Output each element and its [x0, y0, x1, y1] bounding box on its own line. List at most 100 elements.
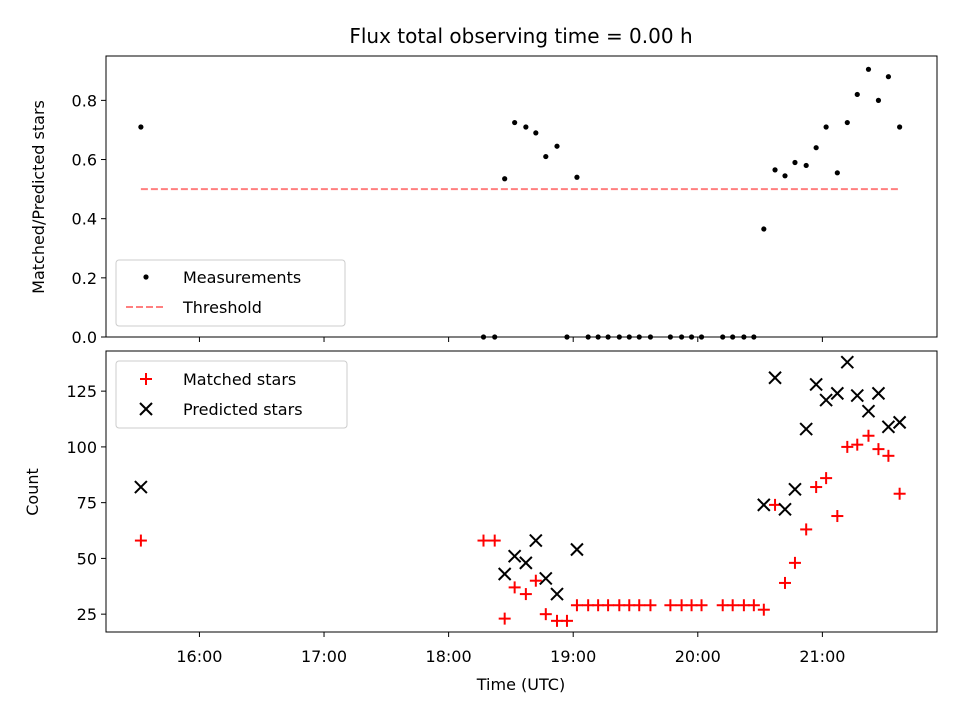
matched-stars-point: [862, 429, 875, 442]
matched-stars-point: [644, 599, 657, 612]
predicted-stars-point: [892, 415, 907, 430]
measurement-point: [543, 153, 549, 160]
top-series-layer: [138, 66, 903, 340]
predicted-stars-point: [134, 480, 148, 494]
predicted-stars-point: [539, 571, 553, 586]
predicted-stars-point: [840, 355, 855, 369]
matched-stars-point: [529, 574, 542, 587]
measurement-point: [574, 174, 580, 180]
top-y-tick-label: 0.6: [72, 151, 97, 170]
measurement-point: [823, 124, 829, 130]
predicted-stars-point: [881, 420, 896, 434]
measurement-point: [854, 91, 860, 98]
legend-threshold-label: Threshold: [182, 298, 262, 317]
matched-stars-point: [560, 614, 573, 627]
x-tick-label: 19:00: [550, 647, 596, 666]
bottom-legend-box: [115, 360, 348, 429]
x-tick-label: 17:00: [301, 647, 347, 666]
matched-stars-point: [519, 588, 532, 601]
matched-stars-point: [726, 599, 739, 612]
top-y-axis-label: Matched/Predicted stars: [29, 100, 48, 294]
bottom-series-layer: [134, 355, 907, 627]
predicted-stars-point: [757, 498, 771, 512]
matched-stars-point: [779, 576, 792, 589]
predicted-stars-point: [529, 533, 543, 548]
predicted-stars-point: [519, 556, 533, 570]
chart-title: Flux total observing time = 0.00 h: [349, 24, 692, 48]
top-legend: Measurements Threshold: [115, 259, 346, 327]
measurement-point: [792, 159, 798, 166]
top-axes-frame: [105, 55, 938, 338]
matched-stars-point: [820, 472, 833, 485]
matched-stars-point: [633, 599, 646, 612]
predicted-stars-point: [768, 371, 782, 385]
legend-predicted-marker: [139, 402, 153, 416]
top-y-ticks: 0.0 0.2 0.4 0.6 0.8: [72, 91, 106, 347]
matched-stars-point: [841, 440, 854, 453]
measurement-point: [512, 119, 518, 126]
x-tick-label: 20:00: [675, 647, 721, 666]
matched-stars-point: [570, 599, 583, 612]
predicted-stars-point: [570, 542, 584, 557]
matched-stars-point: [851, 438, 864, 451]
measurement-point: [865, 66, 872, 72]
matched-stars-point: [134, 534, 147, 547]
bottom-y-ticks: 25 50 75 100 125: [66, 382, 106, 624]
measurement-point: [875, 97, 882, 103]
predicted-stars-point: [788, 482, 802, 496]
bottom-x-ticks: 16:00 17:00 18:00 19:00 20:00 21:00: [176, 632, 845, 666]
top-y-tick-label: 0.2: [72, 269, 97, 288]
predicted-stars-point: [871, 386, 886, 401]
x-tick-label: 21:00: [799, 647, 845, 666]
top-legend-box: [115, 259, 346, 327]
matched-stars-point: [477, 534, 490, 547]
measurement-point: [523, 124, 529, 130]
measurement-point: [138, 124, 144, 130]
matched-stars-point: [893, 487, 906, 500]
matched-stars-point: [788, 556, 801, 569]
matched-stars-point: [831, 510, 844, 523]
matched-stars-point: [810, 481, 823, 494]
measurement-point: [897, 124, 903, 130]
predicted-stars-point: [830, 386, 845, 401]
matched-stars-point: [539, 608, 552, 621]
measurement-point: [844, 119, 850, 126]
matched-stars-point: [747, 599, 760, 612]
bottom-axes-frame: [105, 350, 938, 633]
top-y-tick-label: 0.8: [72, 91, 97, 110]
matched-stars-point: [498, 612, 511, 625]
bottom-y-tick-label: 25: [77, 605, 97, 624]
measurement-point: [834, 170, 840, 176]
matched-stars-point: [508, 581, 521, 594]
predicted-stars-point: [861, 404, 876, 418]
measurement-point: [533, 130, 539, 136]
predicted-stars-point: [778, 502, 792, 517]
bottom-y-tick-label: 75: [77, 494, 97, 513]
legend-predicted-label: Predicted stars: [183, 400, 303, 419]
legend-matched-marker: [140, 373, 152, 385]
measurement-point: [885, 74, 892, 80]
matched-stars-point: [488, 534, 501, 547]
matched-stars-point: [872, 443, 885, 456]
measurement-point: [554, 143, 560, 149]
predicted-stars-point: [819, 393, 833, 407]
x-axis-label: Time (UTC): [476, 675, 565, 694]
matched-stars-point: [800, 523, 813, 536]
ratio-panel: Flux total observing time = 0.00 h Match…: [29, 24, 938, 347]
top-x-ticks: [198, 337, 823, 342]
legend-measurements-label: Measurements: [183, 268, 301, 287]
bottom-y-axis-label: Count: [23, 468, 42, 516]
legend-matched-label: Matched stars: [183, 370, 296, 389]
measurement-point: [782, 173, 788, 179]
bottom-y-tick-label: 50: [77, 549, 97, 568]
x-tick-label: 16:00: [176, 647, 222, 666]
predicted-stars-point: [497, 567, 512, 581]
measurement-point: [502, 176, 508, 182]
bottom-y-tick-label: 125: [66, 382, 97, 401]
predicted-stars-point: [799, 422, 813, 436]
matched-stars-point: [602, 599, 615, 612]
legend-measurements-marker: [143, 274, 149, 280]
matched-stars-point: [664, 599, 677, 612]
